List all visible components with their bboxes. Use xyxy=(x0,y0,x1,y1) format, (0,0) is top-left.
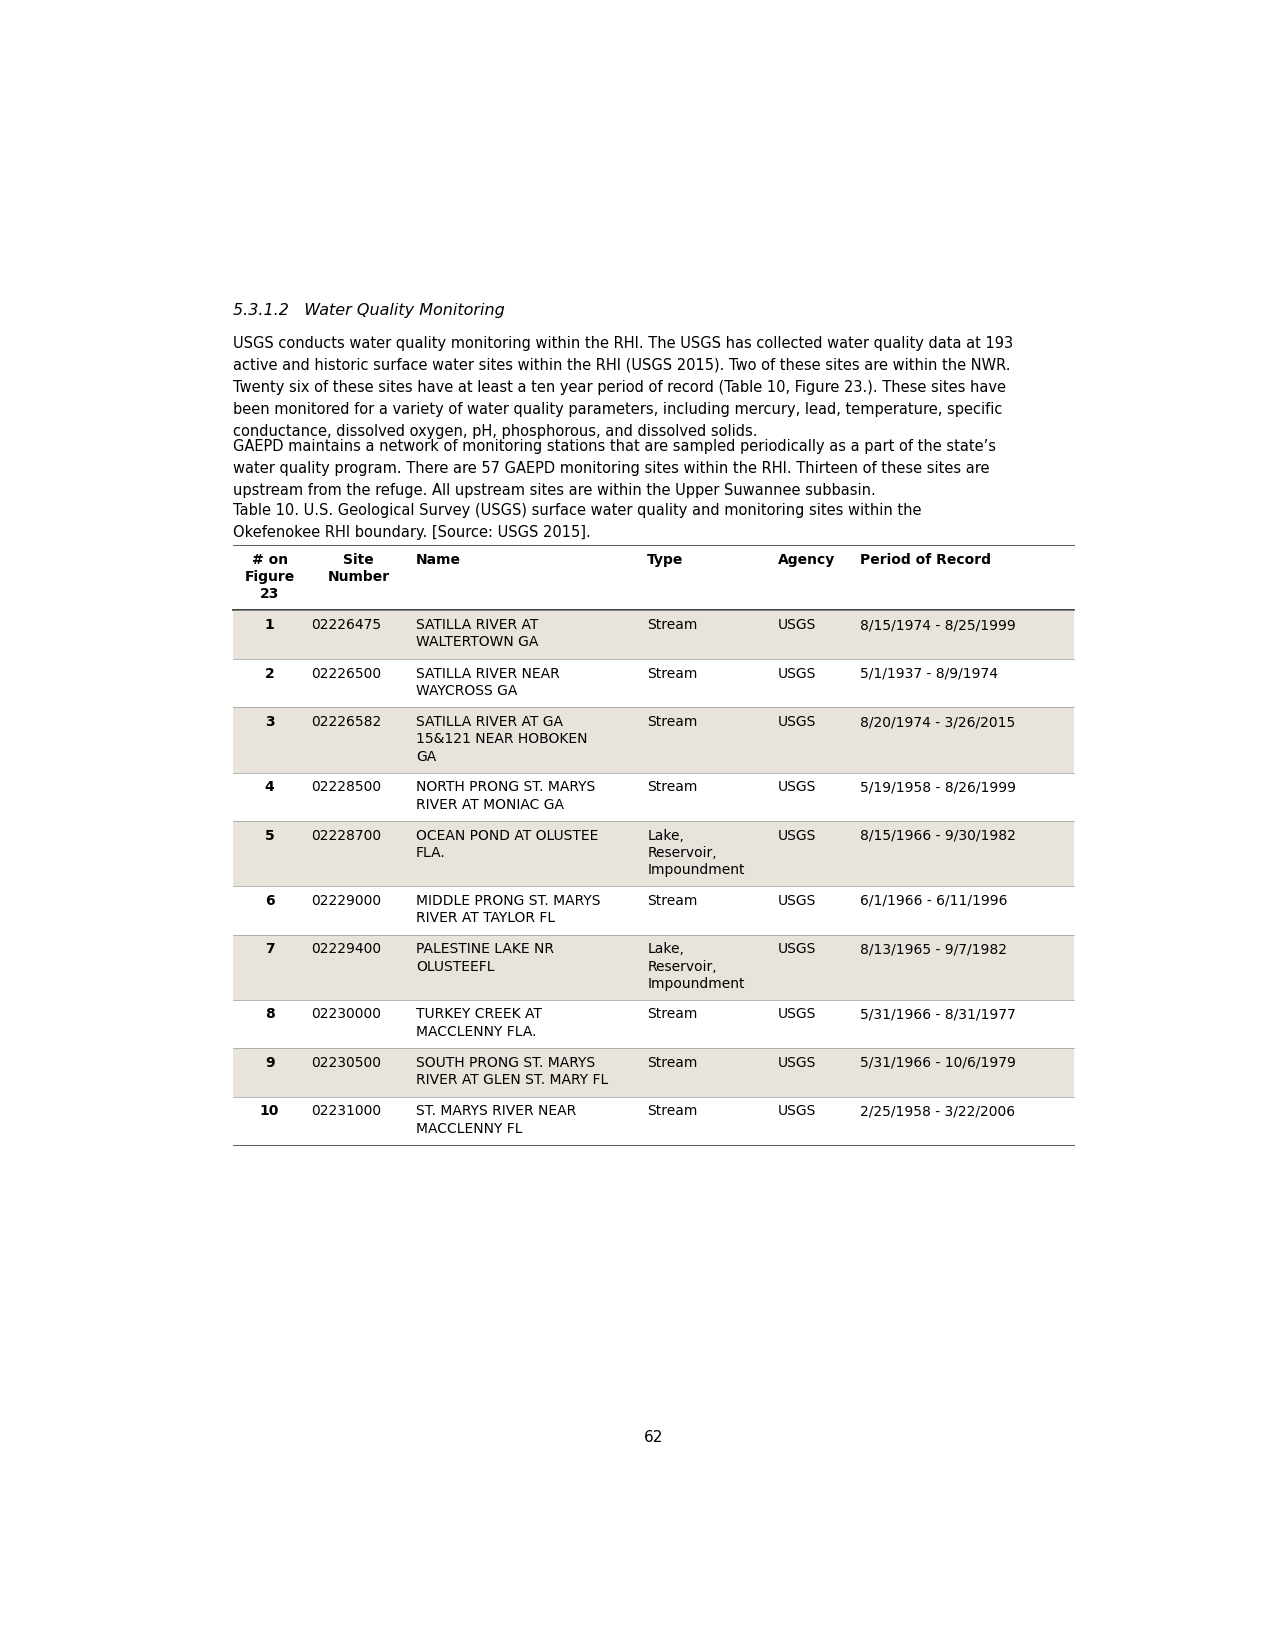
Text: USGS: USGS xyxy=(778,781,816,794)
Text: Stream: Stream xyxy=(648,617,697,632)
Text: GAEPD maintains a network of monitoring stations that are sampled periodically a: GAEPD maintains a network of monitoring … xyxy=(233,439,996,454)
Bar xyxy=(233,1096,1074,1146)
Text: 02226500: 02226500 xyxy=(311,667,381,680)
Text: USGS: USGS xyxy=(778,1007,816,1022)
Text: 02228500: 02228500 xyxy=(311,781,381,794)
Text: 5/19/1958 - 8/26/1999: 5/19/1958 - 8/26/1999 xyxy=(859,781,1016,794)
Text: USGS: USGS xyxy=(778,715,816,730)
Bar xyxy=(233,545,1074,611)
Text: USGS: USGS xyxy=(778,1105,816,1118)
Text: active and historic surface water sites within the RHI (USGS 2015). Two of these: active and historic surface water sites … xyxy=(233,358,1011,373)
Text: Lake,
Reservoir,
Impoundment: Lake, Reservoir, Impoundment xyxy=(648,829,745,877)
Bar xyxy=(233,887,1074,934)
Text: 02226582: 02226582 xyxy=(311,715,381,730)
Text: 9: 9 xyxy=(265,1057,274,1070)
Text: been monitored for a variety of water quality parameters, including mercury, lea: been monitored for a variety of water qu… xyxy=(233,401,1002,416)
Text: Stream: Stream xyxy=(648,1105,697,1118)
Text: 8/15/1966 - 9/30/1982: 8/15/1966 - 9/30/1982 xyxy=(859,829,1016,842)
Text: 02228700: 02228700 xyxy=(311,829,381,842)
Text: 10: 10 xyxy=(260,1105,279,1118)
Text: USGS conducts water quality monitoring within the RHI. The USGS has collected wa: USGS conducts water quality monitoring w… xyxy=(233,335,1014,352)
Text: USGS: USGS xyxy=(778,1057,816,1070)
Text: 62: 62 xyxy=(644,1430,663,1445)
Text: 02230500: 02230500 xyxy=(311,1057,381,1070)
Bar xyxy=(233,773,1074,821)
Text: Type: Type xyxy=(648,553,683,566)
Text: Stream: Stream xyxy=(648,715,697,730)
Text: 8/20/1974 - 3/26/2015: 8/20/1974 - 3/26/2015 xyxy=(859,715,1015,730)
Bar xyxy=(233,611,1074,659)
Text: 5.3.1.2   Water Quality Monitoring: 5.3.1.2 Water Quality Monitoring xyxy=(233,302,505,319)
Bar xyxy=(233,1001,1074,1048)
Text: 02229400: 02229400 xyxy=(311,943,381,956)
Text: 02229000: 02229000 xyxy=(311,893,381,908)
Text: SOUTH PRONG ST. MARYS
RIVER AT GLEN ST. MARY FL: SOUTH PRONG ST. MARYS RIVER AT GLEN ST. … xyxy=(416,1057,608,1088)
Text: Name: Name xyxy=(416,553,462,566)
Text: USGS: USGS xyxy=(778,893,816,908)
Text: 3: 3 xyxy=(265,715,274,730)
Text: Site
Number: Site Number xyxy=(328,553,390,584)
Text: 8/15/1974 - 8/25/1999: 8/15/1974 - 8/25/1999 xyxy=(859,617,1016,632)
Text: 1: 1 xyxy=(265,617,274,632)
Text: 02231000: 02231000 xyxy=(311,1105,381,1118)
Text: 8: 8 xyxy=(265,1007,274,1022)
Text: 02226475: 02226475 xyxy=(311,617,381,632)
Text: ST. MARYS RIVER NEAR
MACCLENNY FL: ST. MARYS RIVER NEAR MACCLENNY FL xyxy=(416,1105,576,1136)
Text: water quality program. There are 57 GAEPD monitoring sites within the RHI. Thirt: water quality program. There are 57 GAEP… xyxy=(233,461,989,475)
Text: 4: 4 xyxy=(265,781,274,794)
Text: MIDDLE PRONG ST. MARYS
RIVER AT TAYLOR FL: MIDDLE PRONG ST. MARYS RIVER AT TAYLOR F… xyxy=(416,893,601,925)
Bar xyxy=(233,659,1074,708)
Text: 5: 5 xyxy=(265,829,274,842)
Text: SATILLA RIVER NEAR
WAYCROSS GA: SATILLA RIVER NEAR WAYCROSS GA xyxy=(416,667,560,698)
Text: 5/31/1966 - 8/31/1977: 5/31/1966 - 8/31/1977 xyxy=(859,1007,1016,1022)
Text: OCEAN POND AT OLUSTEE
FLA.: OCEAN POND AT OLUSTEE FLA. xyxy=(416,829,598,860)
Text: 6: 6 xyxy=(265,893,274,908)
Text: 02230000: 02230000 xyxy=(311,1007,381,1022)
Text: Table 10. U.S. Geological Survey (USGS) surface water quality and monitoring sit: Table 10. U.S. Geological Survey (USGS) … xyxy=(233,504,922,518)
Text: 5/31/1966 - 10/6/1979: 5/31/1966 - 10/6/1979 xyxy=(859,1057,1016,1070)
Text: Agency: Agency xyxy=(778,553,835,566)
Text: 6/1/1966 - 6/11/1996: 6/1/1966 - 6/11/1996 xyxy=(859,893,1007,908)
Bar xyxy=(233,1048,1074,1096)
Text: SATILLA RIVER AT
WALTERTOWN GA: SATILLA RIVER AT WALTERTOWN GA xyxy=(416,617,538,649)
Text: # on
Figure
23: # on Figure 23 xyxy=(245,553,295,601)
Text: Okefenokee RHI boundary. [Source: USGS 2015].: Okefenokee RHI boundary. [Source: USGS 2… xyxy=(233,525,590,540)
Text: Stream: Stream xyxy=(648,893,697,908)
Text: Twenty six of these sites have at least a ten year period of record (Table 10, F: Twenty six of these sites have at least … xyxy=(233,380,1006,395)
Text: USGS: USGS xyxy=(778,943,816,956)
Text: TURKEY CREEK AT
MACCLENNY FLA.: TURKEY CREEK AT MACCLENNY FLA. xyxy=(416,1007,542,1038)
Text: Stream: Stream xyxy=(648,667,697,680)
Text: Lake,
Reservoir,
Impoundment: Lake, Reservoir, Impoundment xyxy=(648,943,745,991)
Text: conductance, dissolved oxygen, pH, phosphorous, and dissolved solids.: conductance, dissolved oxygen, pH, phosp… xyxy=(233,424,757,439)
Text: 7: 7 xyxy=(265,943,274,956)
Text: USGS: USGS xyxy=(778,617,816,632)
Text: 8/13/1965 - 9/7/1982: 8/13/1965 - 9/7/1982 xyxy=(859,943,1007,956)
Text: SATILLA RIVER AT GA
15&121 NEAR HOBOKEN
GA: SATILLA RIVER AT GA 15&121 NEAR HOBOKEN … xyxy=(416,715,588,764)
Text: USGS: USGS xyxy=(778,667,816,680)
Bar xyxy=(233,708,1074,773)
Text: USGS: USGS xyxy=(778,829,816,842)
Text: upstream from the refuge. All upstream sites are within the Upper Suwannee subba: upstream from the refuge. All upstream s… xyxy=(233,484,876,499)
Text: Stream: Stream xyxy=(648,781,697,794)
Text: 5/1/1937 - 8/9/1974: 5/1/1937 - 8/9/1974 xyxy=(859,667,998,680)
Text: Stream: Stream xyxy=(648,1057,697,1070)
Text: 2/25/1958 - 3/22/2006: 2/25/1958 - 3/22/2006 xyxy=(859,1105,1015,1118)
Text: 2: 2 xyxy=(265,667,274,680)
Text: Stream: Stream xyxy=(648,1007,697,1022)
Text: Period of Record: Period of Record xyxy=(859,553,991,566)
Text: PALESTINE LAKE NR
OLUSTEEFL: PALESTINE LAKE NR OLUSTEEFL xyxy=(416,943,553,974)
Text: NORTH PRONG ST. MARYS
RIVER AT MONIAC GA: NORTH PRONG ST. MARYS RIVER AT MONIAC GA xyxy=(416,781,595,812)
Bar xyxy=(233,934,1074,1001)
Bar xyxy=(233,821,1074,887)
